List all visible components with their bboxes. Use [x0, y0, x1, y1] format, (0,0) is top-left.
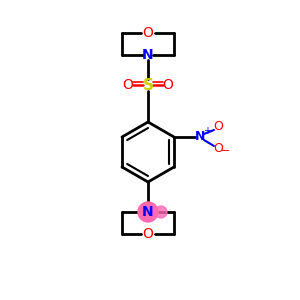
- Text: O: O: [142, 227, 153, 241]
- Text: N: N: [142, 48, 154, 62]
- Text: O: O: [123, 78, 134, 92]
- Circle shape: [138, 202, 158, 222]
- Text: +: +: [203, 126, 211, 136]
- Text: N: N: [195, 130, 205, 143]
- Text: O: O: [142, 26, 153, 40]
- Text: −: −: [221, 146, 231, 156]
- Text: N: N: [142, 205, 154, 219]
- Text: O: O: [213, 142, 223, 155]
- Text: O: O: [163, 78, 173, 92]
- Circle shape: [155, 206, 167, 218]
- Text: S: S: [142, 77, 154, 92]
- Text: O: O: [213, 121, 223, 134]
